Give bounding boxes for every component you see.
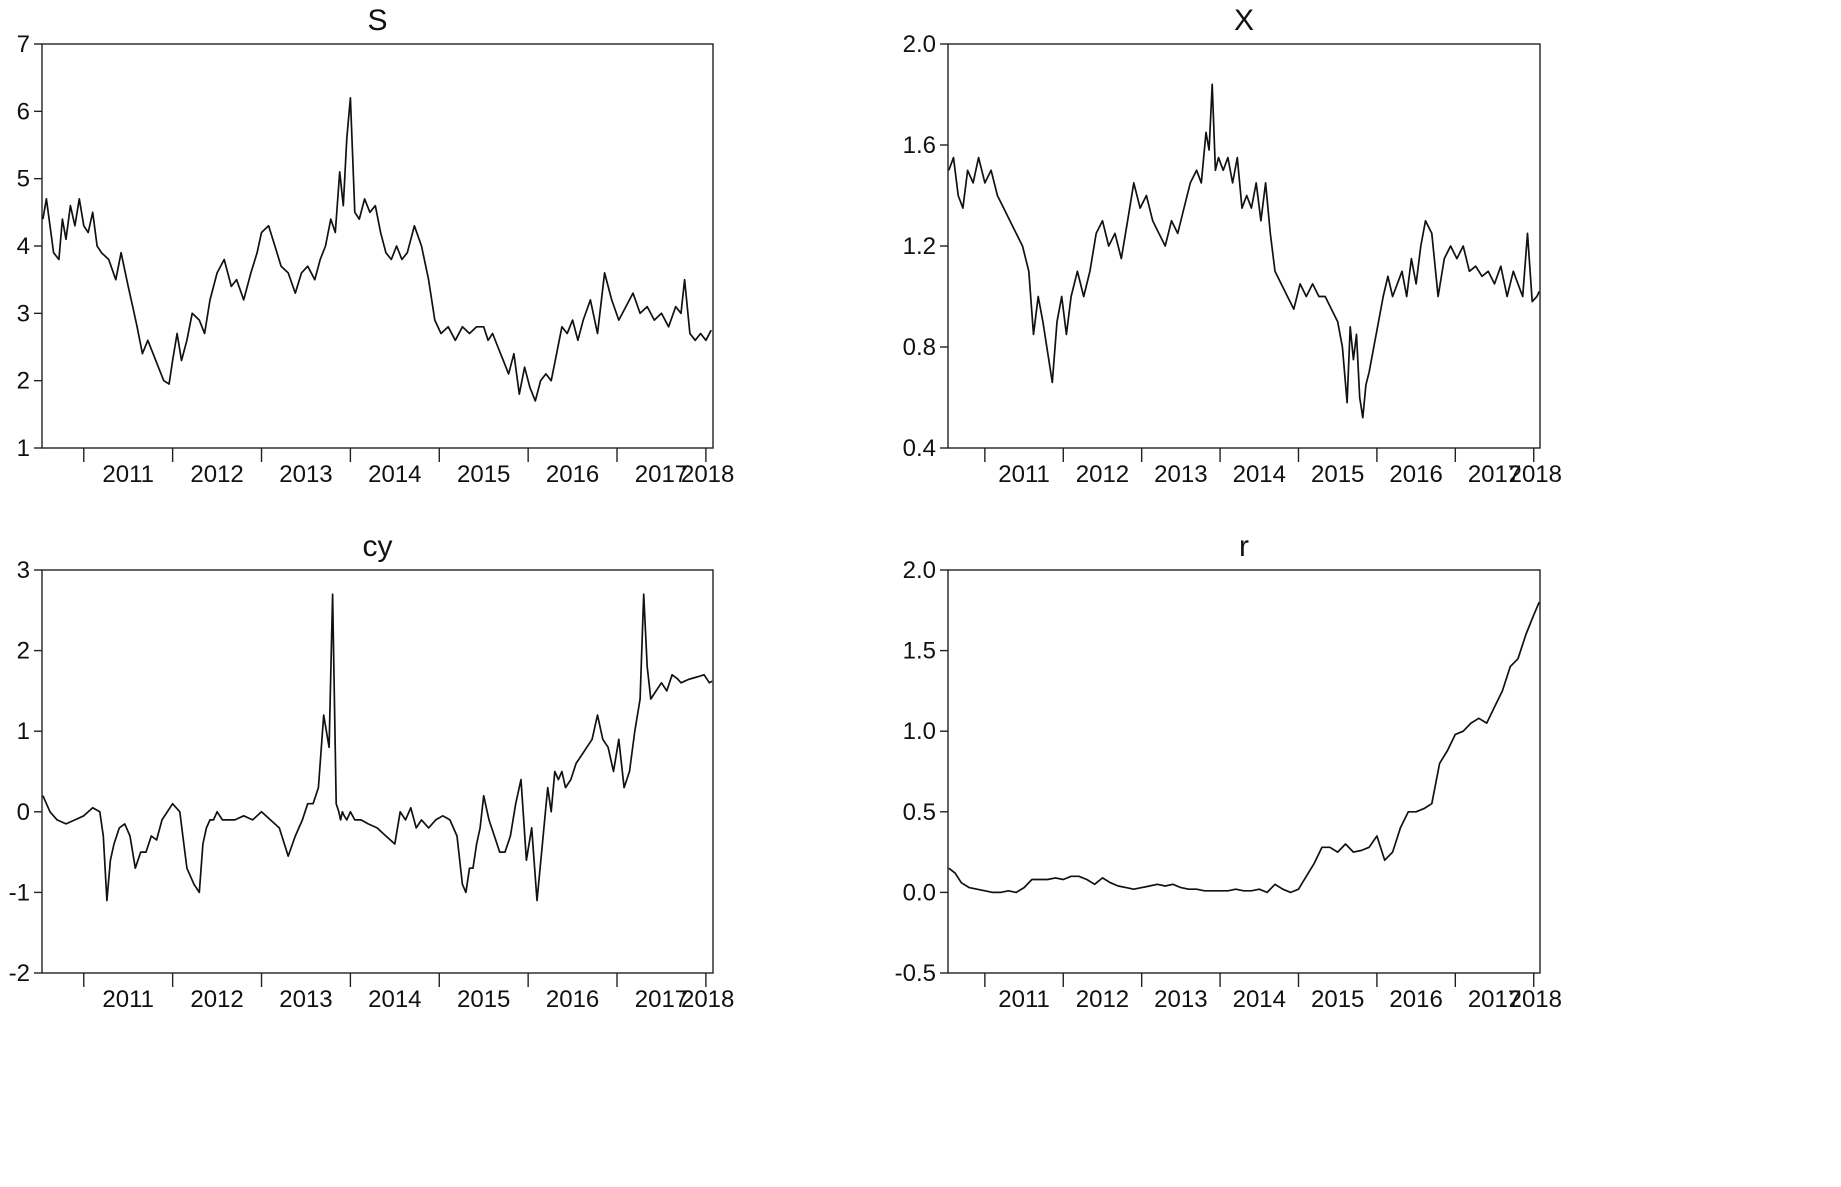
chart-svg: cy -2 -1 0 1 2 3 2011 2012 2013 2014 2015 2016 2017… [9, 530, 735, 1013]
x-tick-label: 2013 [279, 986, 332, 1013]
x-tick-label: 2016 [546, 986, 599, 1013]
x-tick-label: 2016 [1389, 986, 1442, 1013]
series-line [42, 97, 712, 402]
y-tick-label: 5 [17, 166, 30, 193]
x-tick-label: 2018 [1509, 986, 1562, 1013]
chart-panel-cy: cy -2 -1 0 1 2 3 2011 2012 2013 2014 2015 2016 2017… [0, 530, 920, 1187]
y-tick-label: 2 [17, 638, 30, 665]
y-tick-label: 0.4 [903, 435, 936, 462]
y-tick-label: 0 [17, 799, 30, 826]
y-axis: -2 -1 0 1 2 3 [9, 557, 42, 987]
y-tick-label: 1.5 [903, 638, 936, 665]
y-tick-label: 1 [17, 435, 30, 462]
chart-panel-x: X 0.4 0.8 1.2 1.6 2.0 2011 2012 2013 2014 2015 20… [903, 0, 1841, 594]
x-tick-label: 2016 [546, 461, 599, 488]
y-tick-label: -0.5 [895, 960, 936, 987]
plot-frame [41, 569, 714, 974]
x-tick-label: 2013 [1154, 986, 1207, 1013]
x-tick-label: 2014 [1233, 986, 1286, 1013]
x-tick-label: 2018 [681, 461, 734, 488]
series-group [948, 601, 1540, 894]
x-tick-label: 2015 [1311, 986, 1364, 1013]
x-tick-label: 2015 [457, 461, 510, 488]
y-tick-label: -2 [9, 960, 30, 987]
y-tick-label: -1 [9, 879, 30, 906]
y-tick-label: 2.0 [903, 31, 936, 58]
y-tick-label: 1.6 [903, 132, 936, 159]
x-tick-label: 2017 [635, 461, 688, 488]
x-tick-label: 2014 [368, 986, 421, 1013]
plot-frame [947, 569, 1541, 974]
y-tick-label: 2.0 [903, 557, 936, 584]
series-group [42, 97, 712, 402]
x-tick-label: 2013 [279, 461, 332, 488]
chart-panel-s: S 1 2 3 4 5 6 7 2011 2012 2013 2014 2015 2016 2017 20… [0, 0, 920, 594]
y-tick-label: 0.0 [903, 879, 936, 906]
y-axis: -0.5 0.0 0.5 1.0 1.5 2.0 [895, 557, 948, 987]
x-tick-label: 2015 [1311, 461, 1364, 488]
x-tick-label: 2016 [1389, 461, 1442, 488]
y-tick-label: 1.2 [903, 233, 936, 260]
chart-panel-r: r -0.5 0.0 0.5 1.0 1.5 2.0 2011 2012 2013 2014 20… [895, 530, 1841, 1187]
x-tick-label: 2018 [681, 986, 734, 1013]
chart-svg: S 1 2 3 4 5 6 7 2011 2012 2013 2014 2015 2016 201720… [17, 4, 735, 488]
y-tick-label: 7 [17, 31, 30, 58]
y-tick-label: 1.0 [903, 718, 936, 745]
x-tick-label: 2018 [1509, 461, 1562, 488]
y-tick-label: 0.8 [903, 334, 936, 361]
y-tick-label: 1 [17, 718, 30, 745]
x-tick-label: 2012 [190, 986, 243, 1013]
x-tick-label: 2017 [1468, 461, 1521, 488]
x-tick-label: 2011 [102, 461, 154, 488]
chart-title: S [367, 4, 387, 37]
chart-svg: X 0.40.81.21.62.0 2011 2012 2013 2014 2015 20… [903, 4, 1562, 488]
y-tick-label: 2 [17, 368, 30, 395]
plot-frame [41, 43, 714, 449]
chart-title: r [1239, 530, 1249, 563]
x-tick-label: 2012 [1076, 461, 1129, 488]
y-tick-label: 3 [17, 300, 30, 327]
x-tick-label: 2017 [1468, 986, 1521, 1013]
y-tick-label: 4 [17, 233, 30, 260]
x-tick-label: 2012 [1076, 986, 1129, 1013]
series-group [42, 593, 713, 902]
series-group [948, 83, 1540, 419]
series-line [948, 601, 1540, 894]
x-tick-label: 2012 [190, 461, 243, 488]
x-tick-label: 2015 [457, 986, 510, 1013]
x-tick-label: 2014 [368, 461, 421, 488]
x-tick-label: 2011 [998, 461, 1050, 488]
y-tick-label: 6 [17, 98, 30, 125]
x-tick-label: 2014 [1233, 461, 1286, 488]
series-line [948, 83, 1540, 419]
chart-title: X [1234, 4, 1254, 37]
series-line [42, 593, 713, 902]
y-tick-label: 3 [17, 557, 30, 584]
x-tick-label: 2011 [998, 986, 1050, 1013]
x-tick-label: 2013 [1154, 461, 1207, 488]
y-axis: 0.4 0.8 1.2 1.6 2.0 [903, 31, 948, 462]
chart-svg: r -0.50.00.51.01.52.0 2011 2012 2013 2014 20… [895, 530, 1562, 1013]
x-tick-label: 2017 [635, 986, 688, 1013]
x-tick-label: 2011 [102, 986, 154, 1013]
y-tick-label: 0.5 [903, 799, 936, 826]
y-axis: 1 2 3 4 5 6 7 [17, 31, 42, 462]
chart-title: cy [363, 530, 393, 563]
